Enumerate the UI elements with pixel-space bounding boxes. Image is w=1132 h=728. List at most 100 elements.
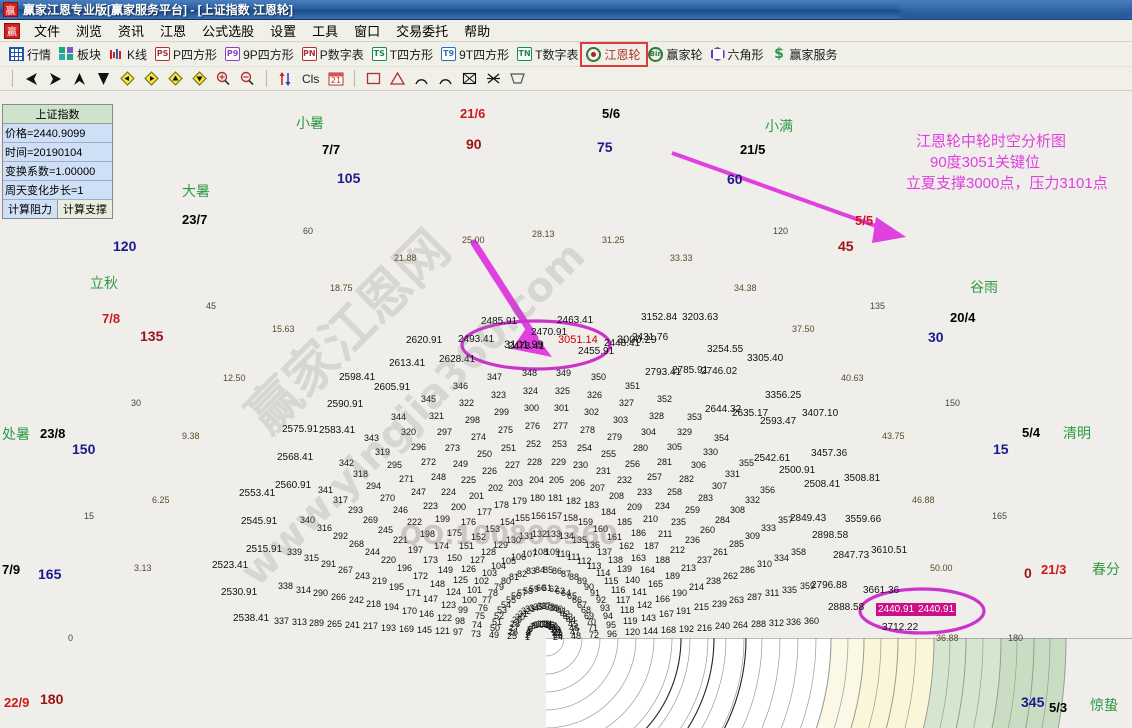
star-icon[interactable] [484, 70, 503, 88]
wheel-number: 151 [459, 541, 475, 551]
wheel-number: 338 [278, 581, 294, 591]
wheel-number: 231 [596, 466, 612, 476]
wheel-number: 2785.91 [672, 365, 709, 376]
wheel-number: 256 [625, 459, 641, 469]
menu-item-file[interactable]: 文件 [34, 24, 61, 39]
wheel-number: 74 [472, 620, 483, 630]
wheel-number: 15 [84, 511, 95, 521]
calc-support-button[interactable]: 计算支撑 [58, 200, 112, 218]
menu-item-gann[interactable]: 江恩 [160, 24, 187, 39]
toolbar-button-winner-wheel[interactable]: Bin 赢家轮 [645, 45, 707, 64]
app-logo-icon: 赢 [3, 2, 18, 17]
zoom-out-icon[interactable] [238, 70, 257, 88]
toolbar-label-hexagon: 六角形 [727, 47, 764, 62]
toolbar-button-p-number-table[interactable]: PN P数字表 [299, 45, 369, 64]
gann-wheel-svg[interactable] [0, 91, 1132, 728]
wheel-number: 254 [577, 443, 593, 453]
cls-button[interactable]: Cls [302, 71, 320, 86]
wheel-number: 208 [609, 491, 625, 501]
wheel-number: 2613.41 [389, 358, 426, 369]
diamond-down-icon[interactable] [190, 70, 209, 88]
menu-item-tools[interactable]: 工具 [312, 24, 339, 39]
wheel-number: 156 [531, 511, 547, 521]
wheel-number: 2746.02 [701, 366, 738, 377]
wheel-number: 332 [745, 495, 761, 505]
toolbar-label-winner-service: 赢家服务 [789, 47, 838, 62]
wheel-number: 130 [506, 535, 522, 545]
menu-item-help[interactable]: 帮助 [464, 24, 491, 39]
toolbar-button-hexagon[interactable]: 六角形 [708, 45, 769, 64]
wheel-number: 8 [531, 621, 537, 631]
menu-item-news[interactable]: 资讯 [118, 24, 145, 39]
wheel-number: 3610.51 [871, 545, 908, 556]
info-row-price: 价格=2440.9099 [3, 124, 112, 143]
wheel-number: 3559.66 [845, 514, 882, 525]
wheel-number: 167 [659, 609, 675, 619]
wheel-number: 169 [399, 624, 415, 634]
wheel-number: 244 [365, 547, 381, 557]
menu-item-trade[interactable]: 交易委托 [396, 24, 449, 39]
next-arrow-icon[interactable] [46, 70, 65, 88]
wheel-number: 189 [665, 571, 681, 581]
wheel-number: 336 [786, 617, 802, 627]
calc-resistance-button[interactable]: 计算阻力 [3, 200, 58, 218]
diamond-up-icon[interactable] [166, 70, 185, 88]
toolbar-button-p-square[interactable]: PS P四方形 [152, 45, 222, 64]
up-arrow-icon[interactable] [70, 70, 89, 88]
wheel-number: 309 [745, 531, 761, 541]
toolbar-button-kline[interactable]: K线 [106, 45, 152, 64]
toolbar-button-t-number-table[interactable]: TN T数字表 [514, 45, 583, 64]
arc-left-icon[interactable] [412, 70, 431, 88]
wheel-number: 219 [372, 576, 388, 586]
wheel-number: 183 [584, 500, 600, 510]
zoom-in-icon[interactable] [214, 70, 233, 88]
menu-item-browse[interactable]: 浏览 [76, 24, 103, 39]
toolbar-button-sectors[interactable]: 板块 [56, 45, 106, 64]
wheel-number: 104 [491, 561, 507, 571]
wheel-number: 139 [617, 564, 633, 574]
wheel-number: 3407.10 [802, 408, 839, 419]
toolbar-button-quotes[interactable]: 行情 [6, 45, 56, 64]
menu-item-window[interactable]: 窗口 [354, 24, 381, 39]
wheel-number: 161 [607, 532, 623, 542]
wheel-number: 326 [587, 390, 603, 400]
wheel-number: 39 [549, 603, 560, 613]
arc-right-icon[interactable] [436, 70, 455, 88]
calendar-icon[interactable]: 21 [326, 70, 345, 88]
diamond-right-icon[interactable] [142, 70, 161, 88]
trapezoid-icon[interactable] [508, 70, 527, 88]
menu-item-settings[interactable]: 设置 [270, 24, 297, 39]
wheel-number: 271 [399, 474, 415, 484]
wheel-number: 171 [406, 588, 422, 598]
prev-arrow-icon[interactable] [22, 70, 41, 88]
rectangle-icon[interactable] [364, 70, 383, 88]
toolbar-button-9p-square[interactable]: P9 9P四方形 [222, 45, 299, 64]
toolbar-button-9t-square[interactable]: T9 9T四方形 [438, 45, 514, 64]
wheel-number: 125 [453, 575, 469, 585]
menu-item-formula[interactable]: 公式选股 [202, 24, 255, 39]
toolbar-button-t-square[interactable]: TS T四方形 [369, 45, 438, 64]
wheel-number: 235 [671, 517, 687, 527]
wheel-number: 143 [641, 613, 657, 623]
wheel-number: 274 [471, 432, 487, 442]
wheel-number: 198 [420, 529, 436, 539]
wheel-number: 175 [447, 528, 463, 538]
wheel-number: 141 [632, 587, 648, 597]
wheel-number: 349 [556, 368, 572, 378]
wheel-number: 195 [389, 582, 405, 592]
diamond-left-icon[interactable] [118, 70, 137, 88]
wheel-number: 232 [617, 475, 633, 485]
wheel-number: 285 [729, 539, 745, 549]
wheel-number: 329 [677, 427, 693, 437]
triangle-icon[interactable] [388, 70, 407, 88]
wheel-number: 28 [510, 619, 521, 629]
toolbar-button-gann-wheel[interactable]: 江恩轮 [580, 41, 649, 67]
crossbox-icon[interactable] [460, 70, 479, 88]
toolbar-button-winner-service[interactable]: $ 赢家服务 [769, 45, 843, 64]
wheel-number: 296 [411, 442, 427, 452]
vertical-scale-icon[interactable] [276, 70, 295, 88]
wheel-number: 229 [551, 457, 567, 467]
down-arrow-icon[interactable] [94, 70, 113, 88]
wheel-number: 2847.73 [833, 550, 870, 561]
wheel-number: 51 [492, 617, 503, 627]
